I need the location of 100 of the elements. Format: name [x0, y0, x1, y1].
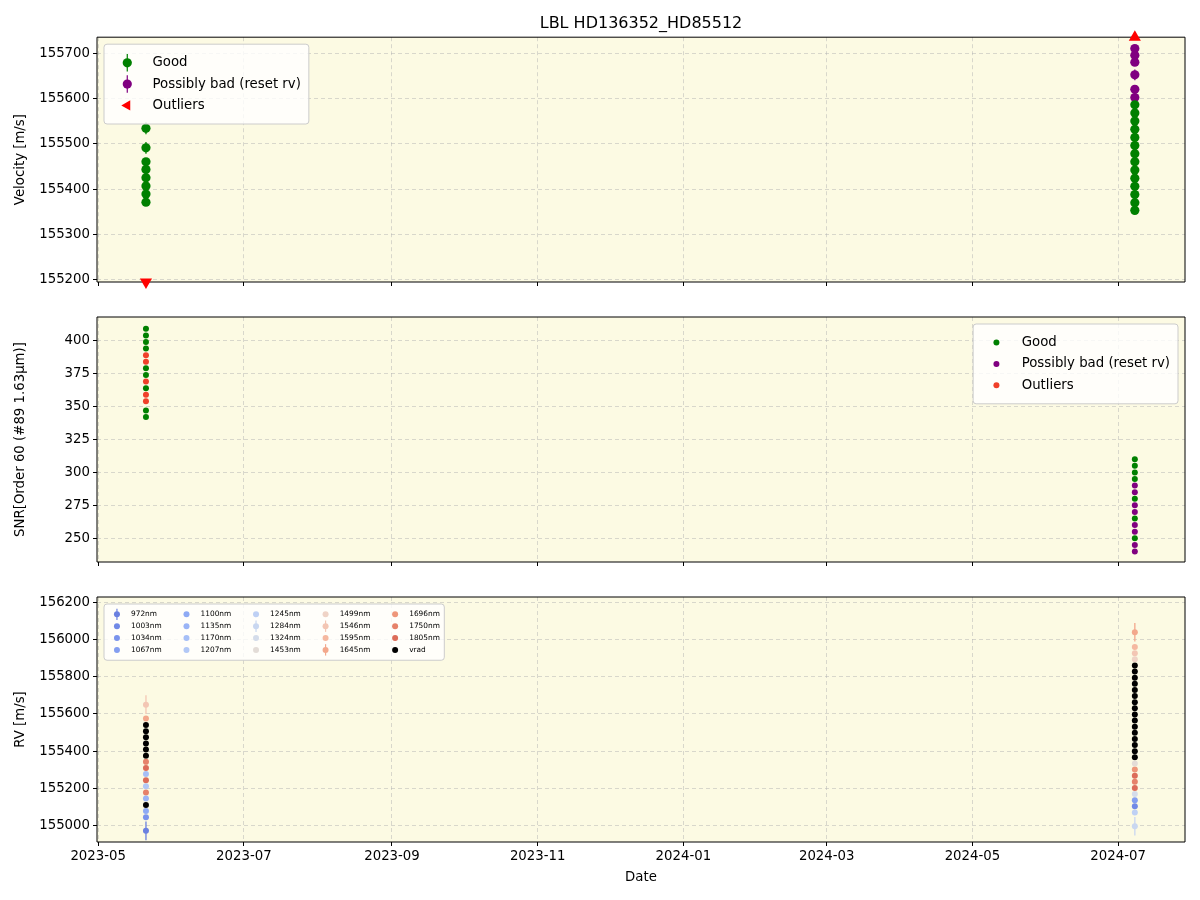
y-tick-label: 375 [64, 365, 90, 381]
legend-label: Outliers [152, 96, 205, 112]
legend-label: Good [1021, 334, 1057, 350]
point [1131, 680, 1138, 687]
point [142, 734, 149, 741]
point [142, 728, 149, 735]
point [142, 414, 149, 421]
y-tick-label: 155600 [39, 89, 90, 105]
point [1131, 522, 1138, 529]
point [1130, 70, 1140, 80]
point [1131, 515, 1138, 522]
point [1130, 181, 1140, 191]
point [142, 358, 149, 365]
point [1131, 699, 1138, 706]
point [1131, 760, 1138, 767]
x-tick-label: 2024-01 [655, 848, 712, 864]
y-tick-label: 155600 [39, 705, 90, 721]
legend-label: Possibly bad (reset rv) [152, 75, 301, 91]
y-axis-title: SNR[Order 60 (#89 1.63μm)] [12, 342, 28, 537]
point [1131, 778, 1138, 785]
point [1131, 629, 1138, 636]
point [1130, 100, 1140, 110]
point [1131, 476, 1138, 483]
y-tick-label: 155200 [39, 271, 90, 287]
point [142, 339, 149, 346]
point [142, 332, 149, 339]
point [1130, 198, 1140, 208]
point [1130, 189, 1140, 200]
y-tick-label: 156000 [39, 631, 90, 647]
point [142, 771, 149, 778]
point [1130, 57, 1140, 67]
point [1131, 686, 1138, 693]
point [1131, 784, 1138, 791]
point [1131, 462, 1138, 469]
point [1131, 541, 1138, 548]
point [1130, 84, 1140, 94]
x-tick-label: 2024-07 [1090, 848, 1146, 864]
point [1131, 456, 1138, 463]
point [142, 783, 149, 790]
point [142, 352, 149, 359]
legend-label: Possibly bad (reset rv) [1021, 355, 1171, 371]
x-tick-label: 2024-03 [798, 848, 855, 864]
point [1131, 803, 1138, 810]
point [141, 143, 151, 153]
point [1131, 528, 1138, 535]
point [141, 197, 151, 207]
point [142, 385, 149, 392]
point [142, 752, 149, 759]
point [142, 801, 149, 808]
y-axis-title: RV [m/s] [12, 691, 28, 748]
point [141, 123, 151, 133]
y-tick-label: 300 [64, 463, 90, 479]
point [141, 181, 151, 191]
point [142, 814, 149, 821]
point [1131, 548, 1138, 555]
point [1131, 742, 1138, 749]
point [1131, 766, 1138, 773]
chart-title: LBL HD136352_HD85512 [539, 12, 743, 33]
y-tick-label: 155200 [39, 779, 90, 795]
y-tick-label: 350 [64, 398, 90, 414]
point [142, 345, 149, 352]
point [1131, 656, 1138, 663]
point [1128, 30, 1141, 41]
y-tick-label: 155000 [39, 816, 90, 832]
point [142, 398, 149, 405]
y-axis-title: Velocity [m/s] [12, 114, 28, 206]
point [1131, 791, 1138, 798]
point [1131, 693, 1138, 700]
point [1131, 668, 1138, 675]
point [1131, 705, 1138, 712]
point [1131, 502, 1138, 509]
point [1130, 132, 1140, 142]
point [1130, 157, 1140, 167]
point [142, 795, 149, 802]
legend-label: Outliers [1021, 376, 1074, 392]
point [142, 407, 149, 414]
point [1131, 754, 1138, 761]
point [1131, 535, 1138, 542]
point [1131, 717, 1138, 724]
y-tick-label: 155300 [39, 225, 90, 241]
point [1130, 165, 1140, 175]
point [142, 789, 149, 796]
point [1131, 729, 1138, 736]
point [1131, 650, 1138, 657]
y-tick-label: 155500 [39, 135, 90, 151]
point [1131, 495, 1138, 502]
point [142, 777, 149, 784]
point [142, 391, 149, 398]
point [1131, 644, 1138, 651]
point [1130, 116, 1140, 126]
y-tick-label: 155800 [39, 668, 90, 684]
point [139, 278, 153, 289]
point [1131, 711, 1138, 718]
y-tick-label: 275 [64, 496, 90, 512]
y-tick-label: 155400 [39, 180, 90, 196]
point [141, 173, 151, 183]
point [141, 189, 151, 199]
point [1131, 735, 1138, 742]
x-tick-label: 2023-05 [70, 848, 126, 864]
point [1131, 809, 1138, 816]
